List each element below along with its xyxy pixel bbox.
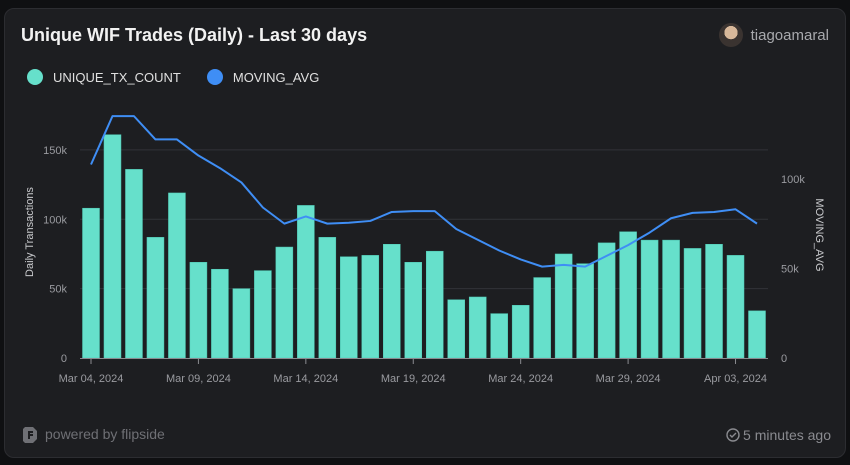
y-axis-label: Daily Transactions xyxy=(24,187,36,277)
bar xyxy=(146,237,165,359)
x-tick-label: Mar 04, 2024 xyxy=(59,373,124,385)
bar xyxy=(103,134,122,359)
bar xyxy=(511,305,530,359)
bar xyxy=(619,231,637,359)
x-tick-label: Mar 29, 2024 xyxy=(596,373,661,385)
bar xyxy=(383,244,401,359)
y-tick-label: 0 xyxy=(61,353,67,365)
x-tick-label: Mar 09, 2024 xyxy=(166,373,231,385)
bar xyxy=(748,310,766,359)
bar xyxy=(168,192,186,359)
last-updated: 5 minutes ago xyxy=(726,427,831,443)
bar xyxy=(597,242,616,359)
legend-item-moving-avg[interactable]: MOVING_AVG xyxy=(206,69,320,85)
moving-avg-line xyxy=(90,115,758,268)
y2-tick-label: 50k xyxy=(781,263,799,275)
x-tick-label: Mar 14, 2024 xyxy=(273,373,338,385)
bar xyxy=(254,270,272,359)
legend-swatch xyxy=(27,69,43,85)
bar xyxy=(297,205,315,359)
bar xyxy=(82,207,100,359)
check-circle-icon xyxy=(726,428,740,442)
bar xyxy=(361,255,380,359)
y-tick-label: 100k xyxy=(43,214,67,226)
y2-tick-label: 0 xyxy=(781,353,787,365)
bar xyxy=(490,313,508,359)
y2-axis-label: MOVING_AVG xyxy=(813,198,825,271)
username: tiagoamaral xyxy=(750,26,829,44)
bar xyxy=(318,237,337,359)
powered-by-flipside[interactable]: powered by flipside xyxy=(21,425,165,443)
updated-text: 5 minutes ago xyxy=(743,427,831,443)
x-tick-label: Mar 24, 2024 xyxy=(488,373,553,385)
bar xyxy=(468,296,487,359)
legend-label: MOVING_AVG xyxy=(232,69,320,85)
x-tick-label: Mar 19, 2024 xyxy=(381,373,446,385)
x-tick-label: Apr 03, 2024 xyxy=(704,373,767,385)
chart-title: Unique WIF Trades (Daily) - Last 30 days xyxy=(21,25,368,45)
legend: UNIQUE_TX_COUNT MOVING_AVG xyxy=(27,69,319,85)
bar xyxy=(554,253,573,359)
bar xyxy=(425,250,444,359)
bar xyxy=(125,169,143,359)
bar xyxy=(211,268,229,359)
y2-tick-label: 100k xyxy=(781,174,805,186)
y-tick-label: 150k xyxy=(43,145,67,157)
flipside-logo-icon xyxy=(23,427,37,443)
bar xyxy=(189,262,208,359)
bar xyxy=(726,255,745,359)
bar xyxy=(232,288,251,359)
bar xyxy=(683,248,702,359)
bar xyxy=(533,277,551,359)
legend-label: UNIQUE_TX_COUNT xyxy=(53,69,181,85)
bar xyxy=(275,246,294,359)
legend-swatch xyxy=(206,69,223,85)
bar xyxy=(705,244,723,359)
bar xyxy=(576,263,594,359)
bar xyxy=(340,256,358,359)
powered-by-text: powered by flipside xyxy=(45,426,165,442)
bar xyxy=(447,299,465,359)
avatar xyxy=(718,23,743,47)
y-tick-label: 50k xyxy=(49,284,67,296)
bar xyxy=(662,239,680,359)
chart-card: Unique WIF Trades (Daily) - Last 30 days… xyxy=(4,8,846,458)
legend-item-tx-count[interactable]: UNIQUE_TX_COUNT xyxy=(27,69,181,85)
bar xyxy=(404,262,423,359)
user-link[interactable]: tiagoamaral xyxy=(718,23,829,47)
bar xyxy=(640,239,659,359)
